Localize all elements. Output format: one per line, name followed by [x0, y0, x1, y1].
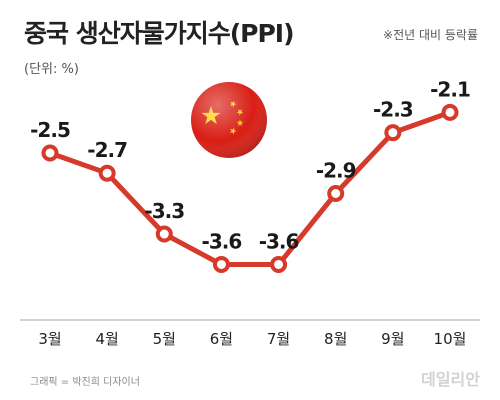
x-tick-label: 8월: [324, 330, 347, 348]
publisher-logo: 데일리안: [421, 370, 480, 389]
data-point: [212, 255, 230, 273]
data-label: -2.7: [87, 138, 127, 162]
data-point: [270, 255, 288, 273]
data-label: -3.6: [259, 229, 299, 253]
data-point: [441, 103, 459, 121]
data-point: [41, 144, 59, 162]
data-label: -2.3: [373, 98, 413, 122]
data-label: -3.6: [202, 229, 242, 253]
data-point: [98, 164, 116, 182]
data-label: -2.9: [316, 159, 356, 183]
data-label: -3.3: [144, 199, 184, 223]
data-point: [155, 225, 173, 243]
chart-title: 중국 생산자물가지수(PPI): [24, 19, 295, 48]
x-tick-label: 5월: [153, 330, 176, 348]
graphic-credit: 그래픽 = 박진희 디자이너: [30, 377, 140, 388]
data-label: -2.5: [30, 118, 70, 142]
china-flag-icon: [191, 82, 267, 158]
x-tick-label: 6월: [210, 330, 233, 348]
x-tick-label: 9월: [381, 330, 404, 348]
data-label: -2.1: [430, 77, 470, 101]
x-tick-label: 4월: [95, 330, 118, 348]
chart-note: ※전년 대비 등락률: [383, 28, 478, 42]
x-tick-label: 3월: [38, 330, 61, 348]
series-line: [49, 110, 451, 267]
data-point: [384, 124, 402, 142]
x-tick-label: 7월: [267, 330, 290, 348]
unit-label: (단위: %): [24, 62, 79, 77]
data-point: [327, 185, 345, 202]
x-tick-label: 10월: [434, 330, 467, 348]
